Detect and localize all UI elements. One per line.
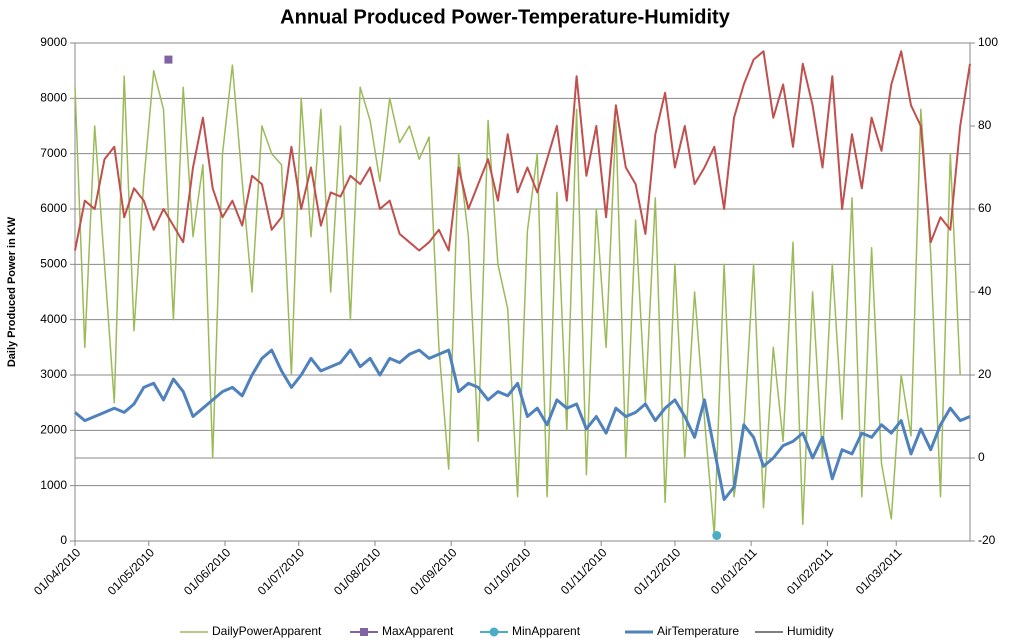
y2-tick-label: 60: [978, 201, 992, 215]
x-tick-label: 01/09/2010: [407, 545, 460, 598]
x-tick-label: 01/01/2011: [708, 545, 760, 597]
x-tick-label: 01/11/2010: [558, 545, 610, 597]
max-marker: [164, 55, 173, 64]
legend-label: MinApparent: [512, 624, 581, 638]
y-tick-label: 3000: [40, 367, 67, 381]
y-tick-label: 8000: [40, 91, 67, 105]
series-line: [74, 50, 971, 252]
y-axis-label: Daily Produced Power in KW: [6, 216, 18, 367]
series-line: [74, 348, 971, 501]
x-tick-label: 01/08/2010: [331, 545, 384, 598]
x-tick-label: 01/02/2011: [784, 545, 836, 597]
y-tick-label: 7000: [40, 146, 67, 160]
legend-marker: [360, 628, 368, 636]
y-tick-label: 4000: [40, 312, 67, 326]
min-marker: [712, 530, 722, 540]
x-tick-label: 01/05/2010: [105, 545, 158, 598]
x-tick-label: 01/03/2011: [853, 545, 905, 597]
x-tick-label: 01/12/2010: [631, 545, 684, 598]
x-tick-label: 01/10/2010: [481, 545, 534, 598]
y-tick-label: 6000: [40, 201, 67, 215]
x-tick-label: 01/04/2010: [31, 545, 84, 598]
y-tick-label: 5000: [40, 257, 67, 271]
legend-label: Humidity: [787, 624, 834, 638]
y-tick-label: 2000: [40, 423, 67, 437]
x-tick-label: 01/06/2010: [181, 545, 234, 598]
chart-title: Annual Produced Power-Temperature-Humidi…: [280, 6, 731, 28]
y2-tick-label: 20: [978, 367, 992, 381]
x-tick-label: 01/07/2010: [255, 545, 308, 598]
legend-marker: [489, 627, 499, 637]
y-tick-label: 1000: [40, 478, 67, 492]
legend-label: MaxApparent: [382, 624, 454, 638]
y2-tick-label: 80: [978, 118, 992, 132]
legend-label: DailyPowerApparent: [212, 624, 322, 638]
y2-tick-label: 0: [978, 450, 985, 464]
legend-label: AirTemperature: [657, 624, 739, 638]
y-tick-label: 0: [60, 533, 67, 547]
y2-tick-label: 100: [978, 35, 998, 49]
y-tick-label: 9000: [40, 35, 67, 49]
series-line: [74, 64, 961, 537]
y2-tick-label: 40: [978, 284, 992, 298]
y2-tick-label: -20: [978, 533, 996, 547]
